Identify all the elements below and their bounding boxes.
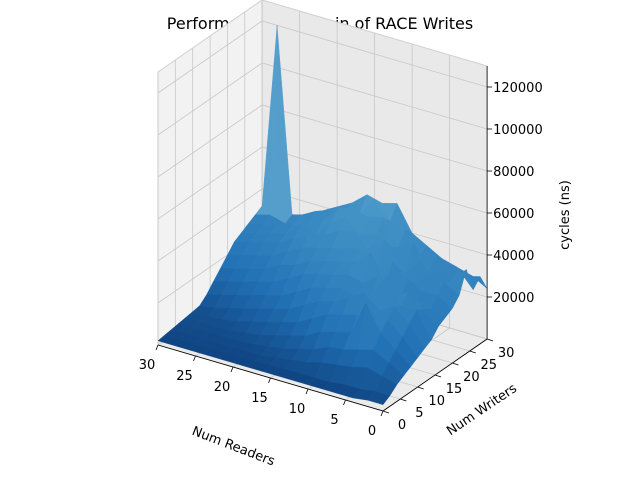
surface-plot <box>157 25 488 405</box>
z-tick-label: 100000 <box>493 123 543 138</box>
x-tick-label: 10 <box>289 402 306 417</box>
x-tick-mark <box>343 399 346 406</box>
x-tick-label: 5 <box>330 413 338 428</box>
y-tick-label: 5 <box>415 406 423 421</box>
z-tick-label: 20000 <box>493 291 534 306</box>
y-tick-mark <box>486 338 494 342</box>
x-tick-label: 30 <box>139 358 156 373</box>
grid-line-cycles <box>157 146 488 220</box>
y-tick-mark <box>417 386 424 390</box>
z-tick-label: 120000 <box>493 81 543 96</box>
grid-line-cycles <box>157 104 488 178</box>
y-tick-label: 15 <box>446 382 463 397</box>
surface-patch <box>367 391 391 405</box>
y-tick-mark <box>452 362 459 366</box>
y-tick-mark <box>434 374 442 378</box>
z-tick-label: 40000 <box>493 249 534 264</box>
tick-labels: 0510152025300510152025302000040000600008… <box>139 81 543 439</box>
grid-line-cycles <box>157 20 488 94</box>
y-tick-mark <box>469 350 476 354</box>
y-tick-mark <box>382 410 390 414</box>
y-tick-label: 20 <box>463 370 480 385</box>
z-tick-label: 80000 <box>493 165 534 180</box>
x-tick-label: 20 <box>214 380 231 395</box>
grid-line-cycles <box>157 62 488 136</box>
z-tick-label: 60000 <box>493 207 534 222</box>
y-tick-label: 25 <box>480 358 497 373</box>
x-tick-mark <box>305 388 309 395</box>
y-tick-label: 30 <box>498 346 515 361</box>
x-tick-mark <box>230 366 234 373</box>
x-tick-label: 0 <box>368 424 376 439</box>
z-axis-label: cycles (ns) <box>558 180 573 250</box>
y-tick-label: 10 <box>428 394 445 409</box>
x-tick-label: 25 <box>176 369 193 384</box>
x-tick-mark <box>193 355 196 362</box>
x-tick-label: 15 <box>251 391 268 406</box>
y-tick-mark <box>400 398 407 402</box>
x-tick-mark <box>268 377 271 384</box>
x-tick-mark <box>155 344 159 351</box>
y-tick-label: 0 <box>398 418 406 433</box>
x-tick-mark <box>380 410 384 417</box>
